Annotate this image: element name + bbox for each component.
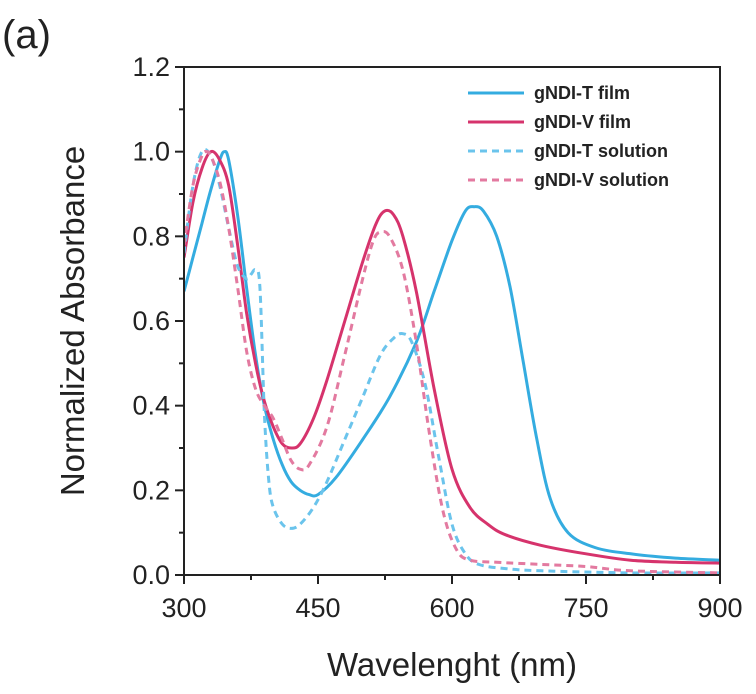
y-tick-label: 0.4 xyxy=(132,391,170,421)
series-line-gndi-t-solution xyxy=(184,147,720,575)
series-line-gndi-t-film xyxy=(184,150,720,562)
x-tick-label: 450 xyxy=(295,593,340,623)
x-tick-label: 900 xyxy=(697,593,742,623)
x-tick-label: 600 xyxy=(429,593,474,623)
legend: gNDI-T film gNDI-V film gNDI-T solution gND… xyxy=(468,83,669,190)
y-tick-label: 1.0 xyxy=(132,137,170,167)
y-tick-label: 0.0 xyxy=(132,560,170,590)
x-tick-label: 750 xyxy=(563,593,608,623)
y-tick-label: 1.2 xyxy=(132,52,170,82)
series-line-gndi-v-solution xyxy=(184,150,720,575)
legend-label-gndi-t-film: gNDI-T film xyxy=(534,83,630,103)
y-axis-label: Normalized Absorbance xyxy=(54,146,91,496)
y-tick-label: 0.8 xyxy=(132,221,170,251)
x-tick-label: 300 xyxy=(161,593,206,623)
ticks-layer: 300 450 600 750 900 0.0 0.2 0.4 0.6 0.8 1.0 1.2 xyxy=(132,52,742,623)
y-tick-label: 0.6 xyxy=(132,306,170,336)
legend-label-gndi-t-solution: gNDI-T solution xyxy=(534,141,668,161)
y-tick-label: 0.2 xyxy=(132,475,170,505)
panel-label: (a) xyxy=(2,13,51,57)
legend-label-gndi-v-film: gNDI-V film xyxy=(534,112,631,132)
series-line-gndi-v-film xyxy=(184,149,720,565)
legend-label-gndi-v-solution: gNDI-V solution xyxy=(534,170,669,190)
series-layer xyxy=(184,147,720,575)
x-axis-label: Wavelenght (nm) xyxy=(327,646,577,683)
